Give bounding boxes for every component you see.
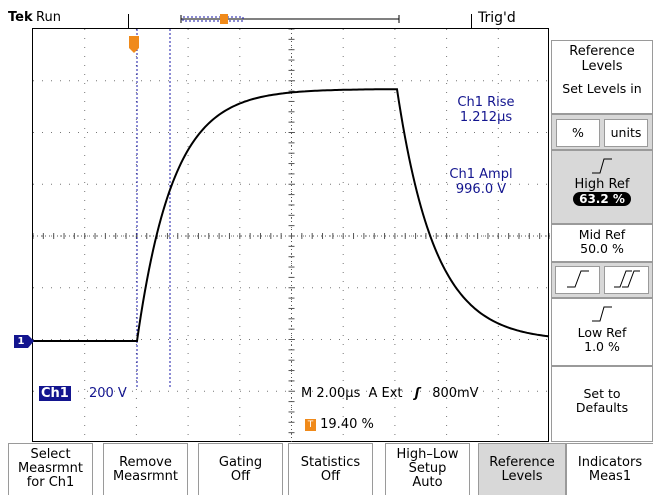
rising-edge-icon: ʃ xyxy=(414,386,421,401)
ch1-marker-arrow xyxy=(28,335,34,348)
set-to-defaults-button[interactable]: Set to Defaults xyxy=(551,366,653,442)
remove-measurement-button[interactable]: Remove Measrmnt xyxy=(103,443,188,495)
bottom-menu: Select Measrmnt for Ch1 Remove Measrmnt Gat… xyxy=(0,443,653,495)
gating-button[interactable]: Gating Off xyxy=(198,443,283,495)
high-ref-button[interactable]: High Ref 63.2 % xyxy=(551,150,653,224)
high-ref-value: 63.2 % xyxy=(573,192,631,206)
trigger-position-readout: T 19.40 % xyxy=(305,417,374,432)
status-divider xyxy=(128,14,129,28)
rising-edge-button[interactable] xyxy=(555,266,600,294)
indicators-button[interactable]: Indicators Meas1 xyxy=(566,443,653,495)
reference-levels-button[interactable]: Reference Levels xyxy=(478,443,566,495)
trigger-position-marker xyxy=(129,36,139,53)
rising-edge-icon xyxy=(592,158,612,174)
unit-percent-button[interactable]: % xyxy=(556,119,600,147)
menu-title: Reference Levels xyxy=(551,40,653,84)
rising-edge-icon xyxy=(592,306,612,322)
rising-edge-icon xyxy=(566,270,589,288)
amplitude-measurement: Ch1 Ampl 996.0 V xyxy=(449,167,513,197)
double-edge-icon xyxy=(613,270,640,288)
trigger-marker-icon: T xyxy=(305,418,316,431)
status-bar: Tek Run Trig'd xyxy=(0,0,550,28)
double-edge-button[interactable] xyxy=(604,266,649,294)
unit-units-button[interactable]: units xyxy=(604,119,648,147)
high-low-setup-button[interactable]: High–Low Setup Auto xyxy=(385,443,470,495)
status-divider xyxy=(471,14,472,28)
set-levels-in-group: % units xyxy=(551,114,653,150)
rise-measurement: Ch1 Rise 1.212µs xyxy=(457,95,515,125)
select-measurement-button[interactable]: Select Measrmnt for Ch1 xyxy=(8,443,93,495)
record-length-bar xyxy=(180,14,400,24)
ch1-waveform xyxy=(33,88,550,342)
side-menu: Reference Levels Set Levels in % units H… xyxy=(551,28,653,442)
mid-ref-edge-group xyxy=(551,262,653,298)
acquisition-state: Run xyxy=(36,10,61,25)
channel-badge: Ch1 xyxy=(39,386,71,401)
channel-scale-readout: Ch1 200 V xyxy=(39,386,127,401)
ch1-ground-marker: 1 xyxy=(14,335,28,348)
graticule xyxy=(33,29,550,443)
timebase-readout: M 2.00µs A Ext ʃ 800mV xyxy=(301,386,479,401)
trigger-status: Trig'd xyxy=(478,10,516,26)
statistics-button[interactable]: Statistics Off xyxy=(288,443,373,495)
low-ref-button[interactable]: Low Ref 1.0 % xyxy=(551,298,653,366)
set-levels-heading: Set Levels in xyxy=(551,82,653,114)
brand-logo: Tek xyxy=(8,10,33,25)
waveform-display[interactable]: Ch1 Rise 1.212µs Ch1 Ampl 996.0 V Ch1 20… xyxy=(32,28,550,443)
mid-ref-button[interactable]: Mid Ref 50.0 % xyxy=(551,224,653,262)
